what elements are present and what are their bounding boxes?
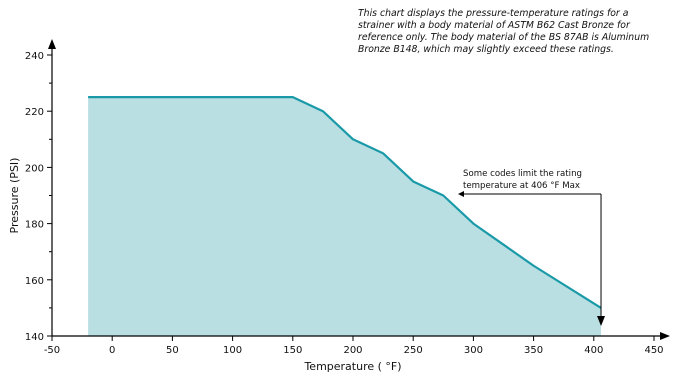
x-tick-label: 100 xyxy=(223,345,242,356)
y-axis-arrow xyxy=(48,39,56,49)
x-tick-label: 50 xyxy=(166,345,179,356)
x-axis-arrow xyxy=(660,332,670,340)
x-tick-label: 400 xyxy=(584,345,603,356)
callout-line-2: temperature at 406 °F Max xyxy=(463,181,580,191)
x-tick-label: 150 xyxy=(283,345,302,356)
x-tick-label: 200 xyxy=(343,345,362,356)
x-tick-label: 300 xyxy=(464,345,483,356)
x-axis-title: Temperature ( °F) xyxy=(303,360,401,373)
chart-note: This chart displays the pressure-tempera… xyxy=(358,8,650,55)
x-tick-label: 350 xyxy=(524,345,543,356)
x-tick-label: 250 xyxy=(404,345,423,356)
y-axis-title: Pressure (PSI) xyxy=(8,158,21,234)
callout-line-1: Some codes limit the rating xyxy=(463,169,582,179)
y-tick-label: 160 xyxy=(25,276,44,287)
rating-limit-callout: Some codes limit the rating temperature … xyxy=(463,168,613,192)
callout-arrow-down xyxy=(597,316,606,326)
y-tick-label: 220 xyxy=(25,107,44,118)
x-tick-label: 450 xyxy=(644,345,663,356)
y-tick-label: 200 xyxy=(25,163,44,174)
x-tick-label: -50 xyxy=(44,345,60,356)
series-area xyxy=(88,97,602,337)
y-tick-label: 240 xyxy=(25,51,44,62)
series-line xyxy=(88,96,602,309)
callout-arrow-left xyxy=(458,191,464,197)
y-tick-label: 180 xyxy=(25,220,44,231)
x-tick-label: 0 xyxy=(109,345,115,356)
y-tick-label: 140 xyxy=(25,332,44,343)
